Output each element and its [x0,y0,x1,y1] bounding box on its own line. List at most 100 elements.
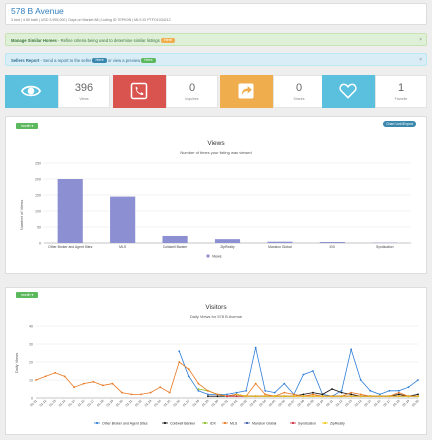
data-point[interactable] [35,379,37,381]
bar[interactable] [319,242,345,243]
data-point[interactable] [235,395,238,398]
legend-item[interactable]: Syndication [298,421,316,425]
data-point[interactable] [101,384,104,387]
data-point[interactable] [226,393,228,396]
data-point[interactable] [92,380,95,383]
legend-item[interactable]: Views [212,254,222,258]
visitors-period-dropdown[interactable]: month ▾ [16,292,38,298]
legend-item[interactable]: MLS [230,421,238,425]
data-point[interactable] [312,395,314,398]
data-point[interactable] [197,382,200,385]
data-point[interactable] [312,393,314,396]
data-point[interactable] [359,395,362,398]
bar[interactable] [162,235,188,243]
data-point[interactable] [407,386,410,389]
similar-homes-here-button[interactable]: Here [160,38,176,44]
bar[interactable] [57,179,83,243]
data-point[interactable] [273,395,276,398]
data-point[interactable] [302,393,305,396]
data-point[interactable] [245,395,248,398]
legend-item[interactable]: Mansion Global [252,421,277,425]
data-point[interactable] [292,393,295,396]
bar[interactable] [267,241,293,243]
data-point[interactable] [197,388,200,390]
data-point[interactable] [235,393,238,396]
data-point[interactable] [321,393,324,396]
data-point[interactable] [350,391,353,394]
data-point[interactable] [283,382,286,385]
data-point[interactable] [63,375,66,378]
bar[interactable] [110,196,136,243]
data-point[interactable] [82,382,85,385]
preview-report-here-button[interactable]: Here [141,58,156,64]
data-point[interactable] [369,395,372,398]
data-point[interactable] [216,393,219,396]
views-period-dropdown[interactable]: month ▾ [16,123,38,129]
data-point[interactable] [312,391,314,394]
data-point[interactable] [359,393,362,396]
data-point[interactable] [369,389,372,392]
data-point[interactable] [197,389,200,392]
data-point[interactable] [207,395,209,398]
legend-item[interactable]: ZipRealty [330,421,345,425]
legend-item[interactable]: Coldwell Banker [170,421,196,425]
data-point[interactable] [417,393,419,396]
data-point[interactable] [159,386,162,389]
data-point[interactable] [292,395,295,398]
data-point[interactable] [331,388,333,390]
data-point[interactable] [378,395,381,398]
data-point[interactable] [73,386,76,389]
data-point[interactable] [312,370,314,372]
data-point[interactable] [273,391,276,394]
data-point[interactable] [44,375,47,378]
data-point[interactable] [417,379,419,381]
chart-export-button[interactable]: Chart Link/Export [382,121,416,127]
sellers-report-link[interactable]: Sellers Report [11,58,40,63]
data-point[interactable] [254,382,257,385]
data-point[interactable] [168,391,171,394]
data-point[interactable] [178,361,181,363]
data-point[interactable] [388,389,391,392]
data-point[interactable] [350,395,353,398]
close-icon[interactable]: × [419,37,422,43]
data-point[interactable] [245,389,248,392]
data-point[interactable] [359,379,362,381]
data-point[interactable] [321,395,324,398]
data-point[interactable] [140,393,142,396]
data-point[interactable] [283,391,286,394]
legend-item[interactable]: IDX [210,421,217,425]
data-point[interactable] [302,373,305,376]
data-point[interactable] [149,391,152,394]
data-point[interactable] [226,395,228,398]
data-point[interactable] [331,395,333,398]
data-point[interactable] [283,395,286,398]
data-point[interactable] [264,395,267,398]
data-point[interactable] [388,395,391,398]
data-point[interactable] [350,393,353,396]
data-point[interactable] [398,391,400,394]
data-point[interactable] [254,395,257,398]
data-point[interactable] [235,391,238,394]
data-point[interactable] [398,393,400,396]
data-point[interactable] [378,393,381,396]
series-line[interactable] [178,346,419,398]
send-report-here-button[interactable]: Here [92,58,107,64]
data-point[interactable] [340,389,343,392]
data-point[interactable] [187,368,190,371]
data-point[interactable] [340,395,343,398]
data-point[interactable] [302,395,305,398]
data-point[interactable] [398,395,400,398]
data-point[interactable] [264,393,267,396]
close-icon[interactable]: × [419,57,422,63]
series-line[interactable] [235,393,419,398]
data-point[interactable] [254,346,257,349]
data-point[interactable] [340,391,343,394]
data-point[interactable] [407,395,410,398]
bar[interactable] [214,239,241,243]
data-point[interactable] [350,348,353,351]
legend-item[interactable]: Other Broker and Agent Sites [102,421,148,425]
data-point[interactable] [121,391,123,394]
data-point[interactable] [216,395,219,398]
series-line[interactable] [35,361,419,398]
data-point[interactable] [54,371,56,374]
